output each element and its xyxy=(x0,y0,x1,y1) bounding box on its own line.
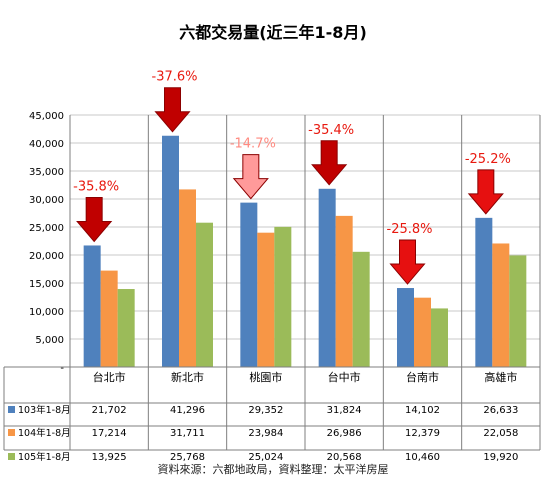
table-cell: 25,768 xyxy=(170,452,205,463)
category-label: 台南市 xyxy=(406,370,439,384)
legend-swatch xyxy=(8,406,15,413)
bar xyxy=(240,202,258,367)
table-cell: 23,984 xyxy=(248,428,283,439)
source-note: 資料來源：六都地政局，資料整理：太平洋房屋 xyxy=(157,463,389,476)
bar xyxy=(83,245,101,367)
change-percent-label: -25.8% xyxy=(387,222,433,237)
table-cell: 29,352 xyxy=(248,405,283,416)
bar xyxy=(475,217,493,367)
table-cell: 31,824 xyxy=(327,405,362,416)
table-cell: 22,058 xyxy=(483,428,518,439)
y-tick-label: 15,000 xyxy=(29,279,64,290)
legend-label: 105年1-8月 xyxy=(18,451,71,463)
legend-label: 103年1-8月 xyxy=(18,404,71,416)
chart-title: 六都交易量(近三年1-8月) xyxy=(179,23,367,42)
y-tick-label: 30,000 xyxy=(29,195,64,206)
table-cell: 31,711 xyxy=(170,428,205,439)
bar xyxy=(335,215,353,367)
y-tick-label: 25,000 xyxy=(29,223,64,234)
change-percent-label: -35.4% xyxy=(308,123,354,138)
bar xyxy=(117,289,135,367)
table-cell: 25,024 xyxy=(248,452,283,463)
category-label: 高雄市 xyxy=(484,370,517,384)
down-arrow-icon xyxy=(232,154,269,200)
bar xyxy=(196,222,213,367)
y-tick-label: 35,000 xyxy=(29,167,64,178)
table-cell: 26,633 xyxy=(483,405,518,416)
table-cell: 10,460 xyxy=(405,452,440,463)
bar xyxy=(492,243,510,367)
bar xyxy=(509,255,527,367)
table-cell: 20,568 xyxy=(327,452,362,463)
table-cell: 14,102 xyxy=(405,405,440,416)
table-cell: 13,925 xyxy=(92,452,127,463)
bar xyxy=(431,308,448,367)
table-cell: 12,379 xyxy=(405,428,440,439)
legend-swatch xyxy=(8,453,15,460)
y-tick-label: 20,000 xyxy=(29,251,64,262)
bar xyxy=(274,226,292,367)
category-label: 新北市 xyxy=(171,370,204,384)
table-cell: 21,702 xyxy=(92,405,127,416)
table-cell: 26,986 xyxy=(327,428,362,439)
bar xyxy=(414,297,431,367)
bar xyxy=(352,251,370,367)
down-arrow-icon xyxy=(467,169,504,215)
legend-swatch xyxy=(8,429,15,436)
change-percent-label: -37.6% xyxy=(152,70,198,85)
bar xyxy=(179,189,196,367)
category-label: 桃園市 xyxy=(249,370,282,384)
bar xyxy=(318,188,336,367)
table-cell: 17,214 xyxy=(92,428,127,439)
legend-label: 104年1-8月 xyxy=(18,427,71,439)
down-arrow-icon xyxy=(389,239,426,285)
bar xyxy=(257,232,275,367)
category-label: 台北市 xyxy=(93,370,126,384)
y-tick-label: 40,000 xyxy=(29,139,64,150)
change-percent-label: -35.8% xyxy=(73,179,119,194)
down-arrow-icon xyxy=(311,140,348,186)
category-label: 台中市 xyxy=(328,370,361,384)
bar xyxy=(162,135,179,367)
bar xyxy=(397,288,414,367)
y-tick-label: - xyxy=(60,363,64,374)
y-tick-label: 5,000 xyxy=(35,335,64,346)
y-tick-label: 45,000 xyxy=(29,111,64,122)
change-percent-label: -25.2% xyxy=(465,152,511,167)
table-cell: 19,920 xyxy=(483,452,518,463)
change-percent-label: -14.7% xyxy=(230,137,276,152)
down-arrow-icon xyxy=(76,196,113,243)
y-tick-label: 10,000 xyxy=(29,307,64,318)
table-cell: 41,296 xyxy=(170,405,205,416)
bar xyxy=(100,270,118,367)
down-arrow-icon xyxy=(154,87,191,133)
